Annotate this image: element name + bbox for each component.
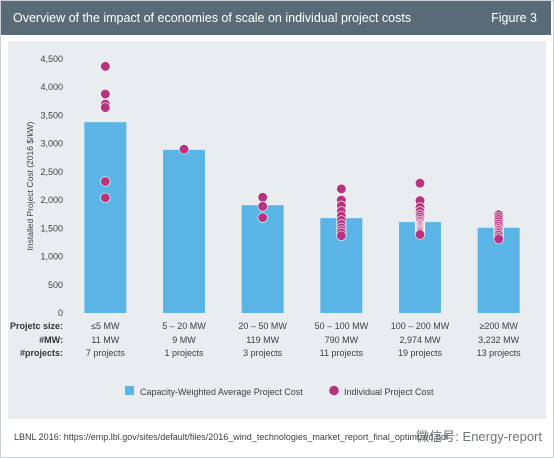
projects-label: 3 projects <box>243 348 283 358</box>
projects-label: 13 projects <box>477 348 522 358</box>
project-cost-point <box>336 230 347 241</box>
projects-label: 7 projects <box>86 348 126 358</box>
project-cost-point <box>493 233 504 245</box>
project-cost-point <box>336 183 347 194</box>
project-cost-point <box>257 201 268 212</box>
project-cost-point <box>100 88 111 100</box>
x-tick-label: 50 – 100 MW <box>315 321 369 331</box>
x-tick-label: ≤5 MW <box>91 321 120 331</box>
project-cost-point <box>100 192 111 203</box>
y-tick-label: 2,500 <box>40 167 63 177</box>
project-cost-point <box>100 102 111 113</box>
bar-1 <box>84 122 127 314</box>
project-cost-point <box>257 212 268 223</box>
y-tick-label: 1,500 <box>40 223 63 233</box>
project-cost-point <box>100 61 111 72</box>
bar-2 <box>163 149 205 313</box>
y-tick-label: 1,000 <box>40 252 63 262</box>
y-tick-label: 4,000 <box>40 82 63 92</box>
project-cost-point <box>178 144 190 155</box>
project-cost-point <box>100 176 111 187</box>
project-cost-point <box>414 229 426 240</box>
y-tick-label: 3,000 <box>40 139 63 149</box>
legend-swatch-bar <box>125 386 134 395</box>
mw-label: 9 MW <box>172 335 196 345</box>
mw-label: 11 MW <box>91 335 119 345</box>
projects-label: 19 projects <box>398 348 443 358</box>
mw-label: 3,232 MW <box>478 335 520 345</box>
y-tick-label: 4,500 <box>40 54 63 64</box>
projects-label: 1 projects <box>164 348 204 358</box>
y-tick-label: 3,500 <box>40 110 63 120</box>
y-tick-label: 500 <box>48 280 63 290</box>
figure-header: Overview of the impact of economies of s… <box>1 1 551 35</box>
row-label: Projetc size: <box>10 321 63 331</box>
wechat-watermark: 微信号: Energy-report <box>416 429 542 444</box>
source-note: LBNL 2016: https://emp.lbl.gov/sites/def… <box>14 432 449 442</box>
project-cost-point <box>257 192 268 203</box>
mw-label: 790 MW <box>325 335 359 345</box>
legend-label-bar: Capacity-Weighted Average Project Cost <box>140 387 303 397</box>
row-label: #projects: <box>20 348 63 358</box>
x-tick-label: 100 – 200 MW <box>391 321 450 331</box>
mw-label: 2,974 MW <box>399 335 441 345</box>
bar-3 <box>241 205 284 313</box>
legend-label-dot: Individual Project Cost <box>344 387 434 397</box>
x-tick-label: 5 – 20 MW <box>162 321 206 331</box>
x-tick-label: ≥200 MW <box>479 321 518 331</box>
mw-label: 119 MW <box>246 335 279 345</box>
x-tick-label: 20 – 50 MW <box>238 321 287 331</box>
figure-number: Figure 3 <box>491 11 537 25</box>
legend-swatch-dot <box>329 385 339 396</box>
projects-label: 11 projects <box>320 348 364 358</box>
chart-svg: Installed Project Cost (2016 $/kW) 0 500 1,… <box>10 54 522 397</box>
figure-title: Overview of the impact of economies of s… <box>13 11 412 25</box>
row-label: #MW: <box>39 335 63 345</box>
y-axis-title: Installed Project Cost (2016 $/kW) <box>25 121 35 250</box>
project-cost-point <box>414 178 426 189</box>
y-tick-label: 0 <box>58 308 63 318</box>
y-tick-label: 2,000 <box>40 195 63 205</box>
